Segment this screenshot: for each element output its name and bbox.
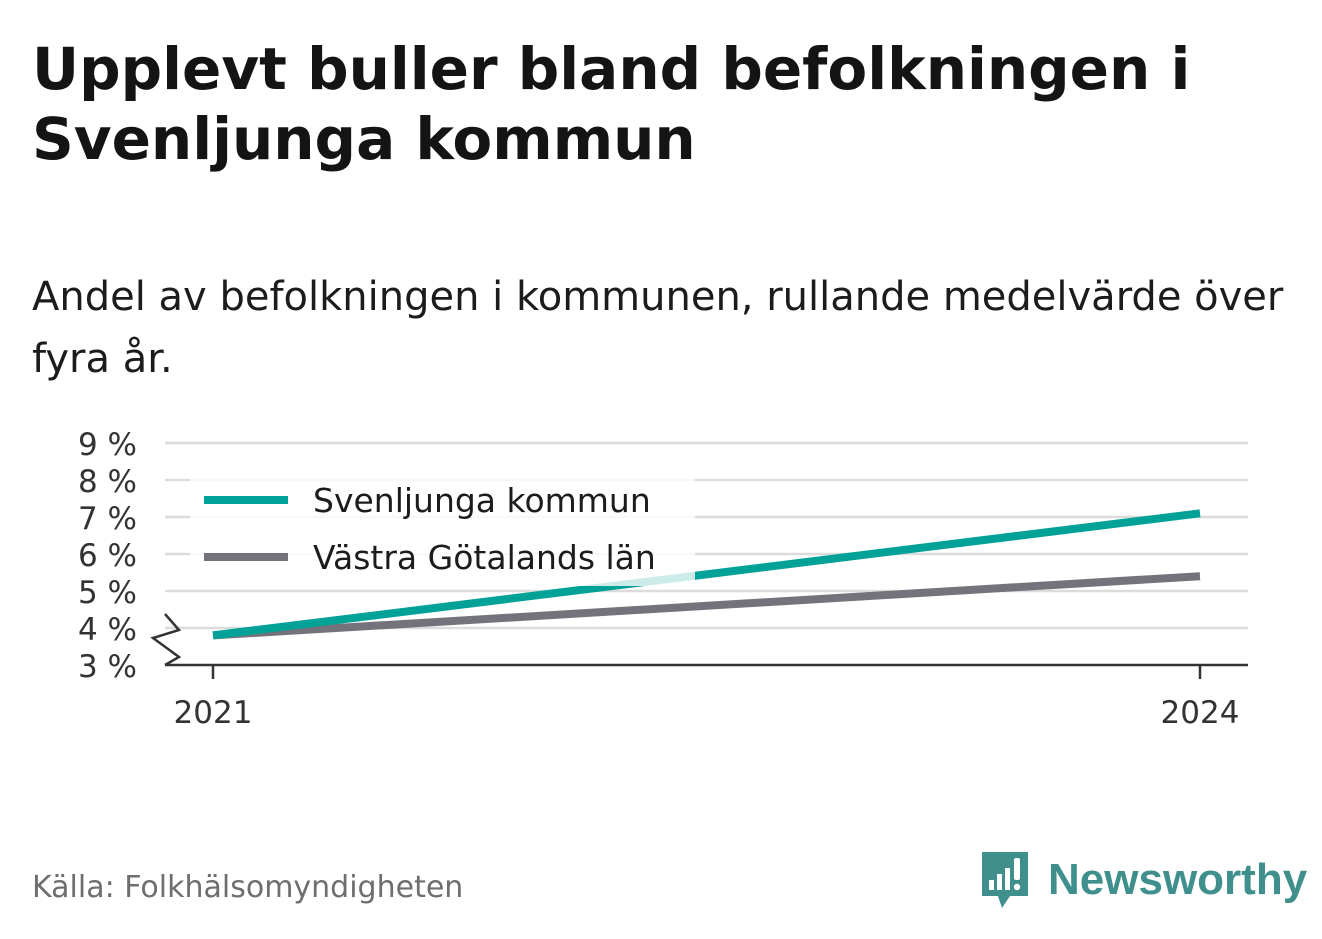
chart-title: Upplevt buller bland befolkningen i Sven… [32,35,1191,173]
brand-logo: Newsworthy [980,850,1307,910]
x-tick-label: 2024 [1161,695,1240,731]
legend-label: Svenljunga kommun [313,481,651,520]
line-chart: 3 %4 %5 %6 %7 %8 %9 % 2021 2024 Svenljung… [78,427,1248,731]
y-tick-label: 7 % [78,501,137,537]
y-tick-label: 6 % [78,538,137,574]
data-series [212,509,1201,640]
x-tick-label: 2021 [174,695,253,731]
y-tick-label: 3 % [78,649,137,685]
series-line [212,572,1201,640]
y-tick-label: 4 % [78,612,137,648]
series-line [212,509,1201,640]
y-tick-label: 8 % [78,464,137,500]
y-tick-label: 5 % [78,575,137,611]
y-tick-label: 9 % [78,427,137,463]
chart-subtitle: Andel av befolkningen i kommunen, rullan… [32,274,1284,382]
bar-chart-speech-bubble-icon [982,852,1028,908]
brand-name: Newsworthy [1048,855,1308,904]
legend: Svenljunga kommun Västra Götalands län [190,478,695,586]
legend-label: Västra Götalands län [313,538,656,577]
y-axis-tick-labels: 3 %4 %5 %6 %7 %8 %9 % [78,427,137,685]
x-axis: 2021 2024 [150,613,1248,731]
source-note: Källa: Folkhälsomyndigheten [32,870,464,905]
axis-break-marker [150,613,182,667]
